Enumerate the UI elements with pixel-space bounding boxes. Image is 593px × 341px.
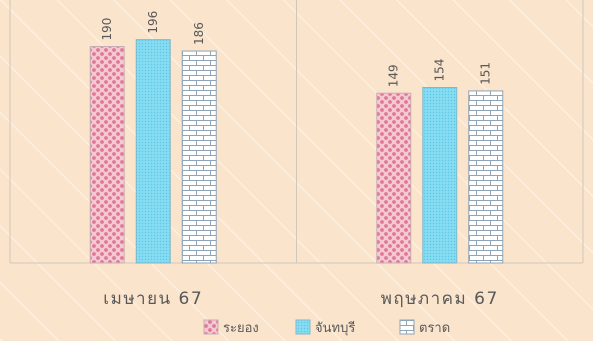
legend-item: ตราด <box>399 319 450 336</box>
legend-swatch <box>203 319 219 335</box>
bar <box>89 45 125 264</box>
legend-item: ระยอง <box>203 319 259 336</box>
category-tick-label: เมษายน 67 <box>103 289 203 309</box>
data-label: 190 <box>100 18 114 41</box>
bar <box>135 39 171 264</box>
category-tick-label: พฤษภาคม 67 <box>381 289 499 309</box>
legend-item: จันทบุรี <box>295 319 355 336</box>
legend-label: จันทบุรี <box>315 320 355 336</box>
bar <box>181 50 217 264</box>
legend-swatch <box>399 319 415 335</box>
legend-label: ระยอง <box>223 321 259 336</box>
bar <box>422 87 458 264</box>
data-label: 154 <box>433 59 447 82</box>
data-label: 149 <box>387 64 401 87</box>
data-label: 196 <box>146 11 160 34</box>
data-label: 186 <box>192 22 206 45</box>
legend-label: ตราด <box>419 321 450 336</box>
legend-swatch <box>295 319 311 335</box>
bar <box>376 92 412 264</box>
bar <box>468 90 504 264</box>
data-label: 151 <box>479 62 493 85</box>
